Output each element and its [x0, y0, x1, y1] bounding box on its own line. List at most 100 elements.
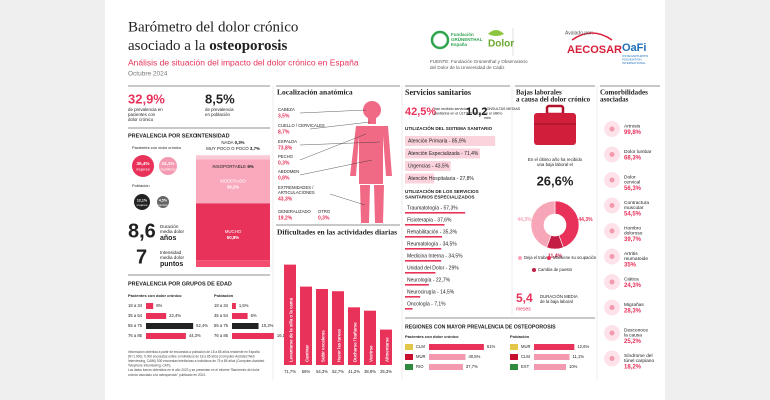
difficulty-label: Ducharse / bañarse [353, 322, 358, 362]
sex-circle [134, 194, 150, 210]
body-figure [350, 101, 392, 223]
subhead: Pacientes con dolor crónico [128, 293, 182, 298]
location-name: CUELLO / CERVICALES [278, 123, 325, 128]
unit: puntos [160, 261, 183, 268]
region-flag [405, 364, 413, 370]
region-value: 37,7% [466, 364, 478, 369]
age-label: 55 a 75 [128, 323, 143, 328]
service-bar [405, 148, 480, 159]
comorbidity-icon-dot [609, 177, 615, 183]
comorbidity-icon-dot [609, 152, 615, 157]
age-value: 8% [156, 303, 162, 308]
big-number-text: han recibido servicios [434, 107, 469, 111]
intensity-value: 0,3% [235, 140, 245, 145]
comorbidity-name: Síndrome del [624, 353, 653, 359]
pointer [299, 109, 367, 114]
section-title: PREVALENCIA POR GRUPOS DE EDAD [128, 281, 232, 287]
intensity-value: 39,2% [227, 185, 240, 190]
logo-text: GRÜNENTHAL [451, 36, 483, 42]
sex-circle [157, 196, 169, 208]
logo-text: OaFi [622, 42, 646, 54]
section-title: Comorbilidades [600, 89, 648, 97]
difficulty-bar [332, 291, 344, 365]
comorbidity-icon-dot [609, 228, 615, 234]
region-value: 40,5% [468, 354, 480, 359]
age-value: 52,4% [196, 323, 208, 328]
comorbidity-name: Dolor lumbar [624, 149, 652, 155]
region-name: MUR [416, 354, 426, 359]
pointer [309, 121, 371, 130]
age-value: 16,1% [277, 333, 289, 338]
comorbidity-value: 24,3% [624, 283, 642, 289]
comorbidity-value: 25,2% [624, 339, 642, 345]
service-bar [405, 161, 451, 171]
region-name: CLM [521, 354, 530, 359]
subhead: UTILIZACIÓN DEL SISTEMA SANITARIO [405, 124, 493, 131]
region-bar [429, 344, 484, 350]
intensity-name: NADA [221, 140, 234, 145]
pointer [299, 159, 373, 176]
section-rules [128, 85, 660, 319]
section-title: a causa del dolor crónico [516, 96, 591, 104]
big-number-text: mes [484, 116, 491, 120]
comorbidity-value: 39,7% [624, 237, 642, 243]
donut-segment [554, 200, 580, 248]
service-label: Neurocirugía - 14,5% [407, 289, 455, 295]
intensity-label: MODERADO 39,2% [220, 179, 246, 190]
footnote: Interviewing, CAWI) 500 encuestas telefó… [128, 359, 265, 363]
comorbidity-value: 56,3% [624, 186, 642, 192]
difficulty-value: 52,7% [332, 369, 344, 374]
comorbidity-icon-dot [609, 330, 615, 336]
fundacion-logo [430, 30, 450, 50]
service-label: Rehabilitación - 35,3% [407, 229, 458, 235]
logo-text: AECOSAR [567, 44, 622, 56]
service-line [405, 272, 436, 274]
comorbidity-name: Migrañas [624, 302, 644, 308]
label: 35,4% [136, 161, 149, 166]
difficulty-label: Vestirse [369, 345, 374, 362]
location-value: 43,3% [278, 196, 293, 202]
legend-label: Deja el trabajo [524, 255, 552, 260]
intensity-segment [196, 203, 270, 261]
comorbidity-name: Contractura [624, 200, 649, 206]
body-neck [368, 118, 376, 124]
subhead: UTILIZACIÓN DE LOS SERVICIOS [405, 187, 479, 194]
logo-text: Dolor [488, 39, 514, 50]
region-bar [429, 364, 463, 370]
label: hombres [157, 203, 169, 207]
age-value: 22,4% [169, 313, 181, 318]
pointer [299, 141, 381, 146]
difficulty-label: Levantarse de la silla o la cama [289, 297, 294, 362]
age-bar [146, 313, 167, 319]
comorbidity-name: Desconoce [624, 327, 648, 333]
comorbidity-value: 99,8% [624, 130, 642, 136]
footnote: Información obtenida a partir de encuest… [128, 350, 260, 354]
region-flag [510, 344, 518, 350]
label: 4,5% [159, 198, 168, 202]
service-line [405, 284, 429, 286]
comorbidity-icon-dot [609, 279, 615, 285]
source: del Dolor de la Universidad de Cádiz [430, 65, 505, 70]
location-name: OTRO [318, 209, 331, 214]
intensity-name: MUCHO [225, 229, 242, 234]
big-number: 26,6% [537, 173, 574, 188]
leave-text: de la baja laboral [540, 299, 573, 304]
age-label: 18 a 34 [128, 303, 143, 308]
subhead: Pacientes con dolor crónico [405, 334, 459, 339]
comorbidity-name: Artrosis [624, 123, 641, 129]
comorbidity-name: la causa [624, 332, 642, 338]
big-number-text: Duración [160, 224, 179, 229]
service-label: Atención Especializada - 71,4% [408, 151, 479, 157]
big-number-text: Intensidad [160, 250, 182, 255]
label: hombres [161, 168, 176, 172]
location-name: PECHO [278, 154, 294, 159]
comorbidity-name: cervical [624, 179, 640, 185]
service-label: Medicina Interna - 34,5% [407, 253, 463, 259]
subhead: Población [510, 334, 530, 339]
section-title: asociadas [600, 96, 629, 104]
location-name: ARTICULACIONES [278, 190, 315, 195]
service-line [405, 248, 442, 250]
intensity-label: MUY POCO O POCO 3,7% [206, 146, 260, 151]
big-number: 10,2 [466, 106, 487, 118]
